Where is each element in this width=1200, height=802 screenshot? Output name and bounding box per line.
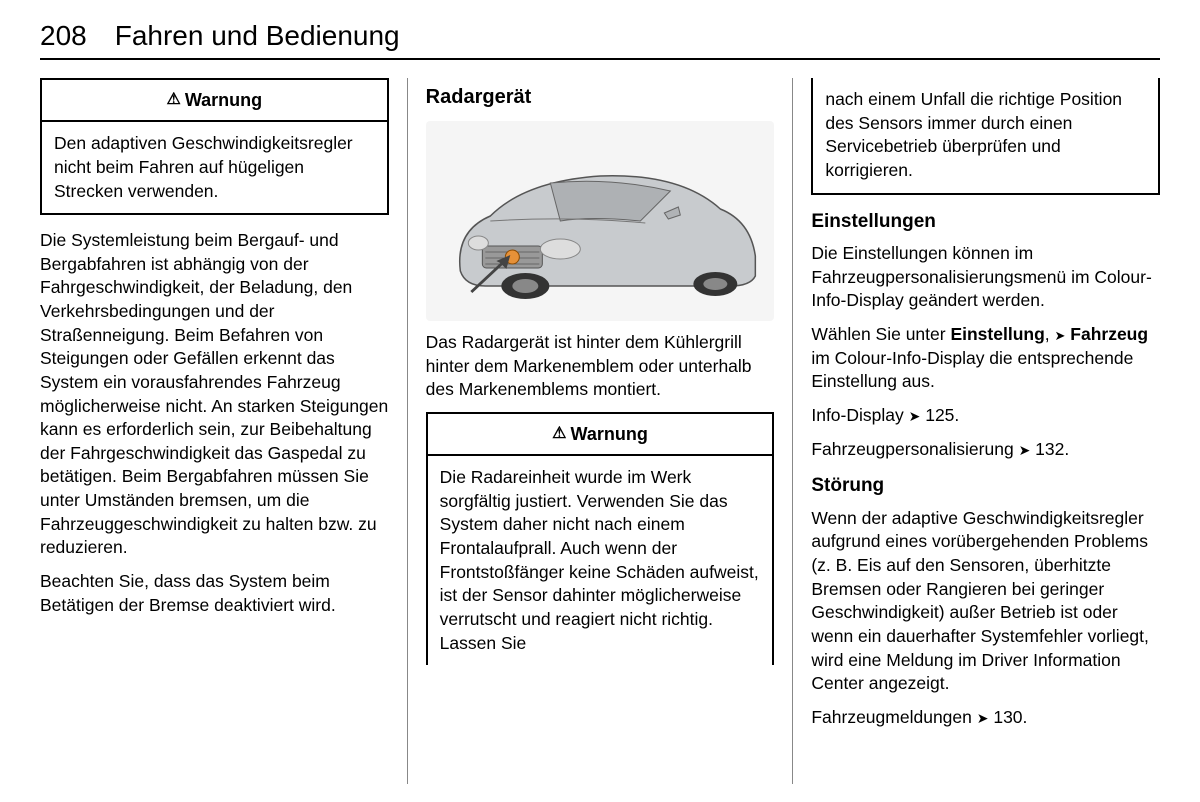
cross-ref-icon: ➤ — [909, 408, 921, 424]
section-radar: Radargerät — [426, 84, 775, 111]
personalization-ref: Fahrzeugpersonalisierung ➤ 132. — [811, 438, 1160, 462]
cross-ref-icon: ➤ — [1019, 442, 1031, 458]
warning-box-1: ⚠ Warnung Den adaptiven Geschwindigkeits… — [40, 78, 389, 215]
car-illustration — [426, 121, 775, 321]
page-header: 208 Fahren und Bedienung — [40, 20, 1160, 60]
warning-label-2: Warnung — [571, 422, 648, 446]
warning-title-1: ⚠ Warnung — [42, 80, 387, 122]
car-svg — [426, 121, 775, 321]
warning-body-cont: nach einem Unfall die richtige Position … — [813, 78, 1158, 193]
column-divider-1 — [407, 78, 408, 784]
page-number: 208 — [40, 20, 87, 52]
info-display-ref: Info-Display ➤ 125. — [811, 404, 1160, 428]
headlight-right — [468, 236, 488, 250]
warning-box-2: ⚠ Warnung Die Radareinheit wurde im Werk… — [426, 412, 775, 665]
settings-title: Einstellungen — [811, 209, 1160, 235]
messages-ref: Fahrzeugmeldungen ➤ 130. — [811, 706, 1160, 730]
col1-paragraph-2: Beachten Sie, dass das System beim Betät… — [40, 570, 389, 617]
warning-body-1: Den adaptiven Geschwindigkeitsregler nic… — [42, 122, 387, 213]
fault-paragraph: Wenn der adaptive Geschwindigkeitsregler… — [811, 507, 1160, 696]
column-3: nach einem Unfall die richtige Position … — [797, 78, 1160, 784]
radar-caption: Das Radargerät ist hinter dem Kühlergril… — [426, 331, 775, 402]
col1-paragraph-1: Die Systemleistung beim Bergauf- und Ber… — [40, 229, 389, 560]
cross-ref-icon: ➤ — [977, 710, 989, 726]
warning-label-1: Warnung — [185, 88, 262, 112]
content-columns: ⚠ Warnung Den adaptiven Geschwindigkeits… — [40, 78, 1160, 784]
column-2: Radargerät — [412, 78, 789, 784]
column-1: ⚠ Warnung Den adaptiven Geschwindigkeits… — [40, 78, 403, 784]
chapter-title: Fahren und Bedienung — [115, 20, 400, 52]
headlight-left — [540, 239, 580, 259]
settings-p1: Die Einstellungen können im Fahrzeugpers… — [811, 242, 1160, 313]
warning-icon: ⚠ — [167, 89, 181, 111]
column-divider-2 — [792, 78, 793, 784]
settings-p2: Wählen Sie unter Einstellung, ➤ Fahrzeug… — [811, 323, 1160, 394]
warning-body-2: Die Radareinheit wurde im Werk sorgfälti… — [428, 456, 773, 665]
bold-einstellung: Einstellung — [950, 324, 1044, 344]
warning-box-2-cont: nach einem Unfall die richtige Position … — [811, 78, 1160, 195]
warning-title-2: ⚠ Warnung — [428, 414, 773, 456]
warning-icon: ⚠ — [552, 423, 566, 445]
nav-arrow-icon: ➤ — [1055, 328, 1066, 343]
bold-fahrzeug: Fahrzeug — [1070, 324, 1148, 344]
fault-title: Störung — [811, 473, 1160, 499]
